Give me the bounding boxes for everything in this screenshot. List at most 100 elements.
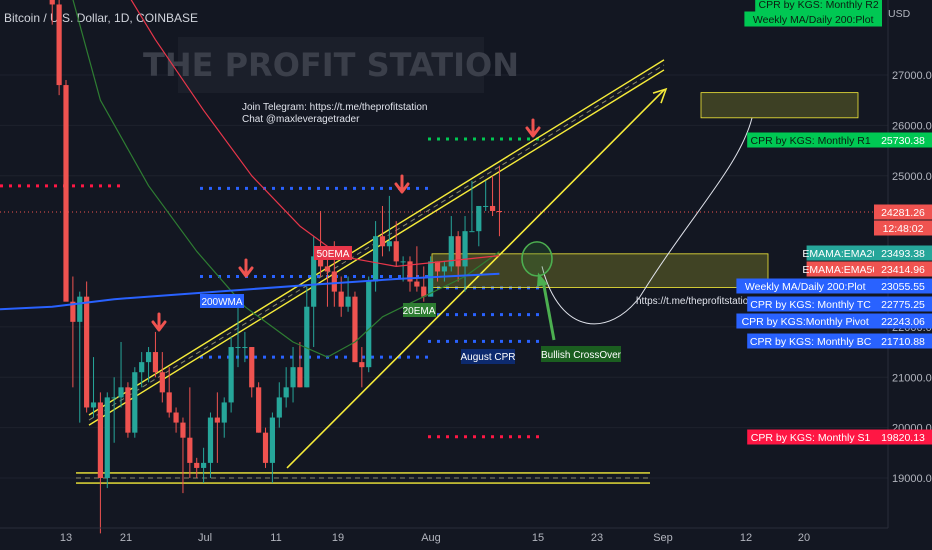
- candle-body: [111, 397, 117, 399]
- support-zone: [431, 253, 769, 288]
- candle-body: [180, 422, 186, 438]
- price-label-value: 22775.25: [881, 299, 925, 311]
- projection-path: [541, 117, 753, 325]
- price-label-value: 19820.13: [881, 432, 925, 444]
- candle-body: [297, 367, 303, 388]
- candles: [49, 0, 503, 534]
- candle-body: [221, 402, 227, 423]
- candle-body: [132, 372, 138, 433]
- price-label-name-bg: [806, 261, 874, 277]
- trend-arrow-head: [652, 87, 668, 104]
- candle-body: [145, 352, 152, 363]
- price-label-value: 21710.88: [881, 336, 925, 348]
- price-label-name-bg: [747, 296, 874, 312]
- candle-body: [118, 387, 124, 398]
- candle-body: [166, 392, 172, 413]
- candle-body: [187, 437, 193, 463]
- candle-body: [152, 352, 159, 373]
- time-tick: 19: [332, 532, 344, 544]
- down-arrow-icon: [238, 258, 254, 278]
- candle-body: [393, 241, 399, 262]
- time-tick: Jul: [198, 532, 212, 544]
- candle-body: [359, 362, 365, 368]
- candle-body: [483, 205, 489, 207]
- price-label-name: Weekly MA/Daily 200:Plot: [753, 14, 874, 26]
- candle-body: [242, 347, 248, 349]
- time-tick: Aug: [421, 532, 441, 544]
- candle-body: [317, 256, 324, 267]
- price-label-value-bg: [874, 132, 932, 148]
- candle-body: [476, 205, 482, 232]
- candle-body: [173, 412, 179, 423]
- price-label-value-bg: [874, 296, 932, 312]
- candle-body: [56, 4, 62, 86]
- telegram-line-1: Join Telegram: https://t.me/theprofitsta…: [242, 102, 427, 113]
- series-20ema: [72, 0, 500, 358]
- wma200-tag-label: 200WMA: [201, 297, 242, 308]
- series-50ema: [130, 0, 500, 267]
- time-tick: 23: [591, 532, 603, 544]
- candle-body: [304, 306, 310, 388]
- candle-body: [441, 266, 447, 272]
- candle-body: [63, 85, 69, 302]
- candle-body: [70, 301, 76, 322]
- candle-body: [469, 231, 475, 233]
- price-label-value: 25730.38: [881, 135, 925, 147]
- candle-body: [352, 296, 358, 363]
- candle-body: [125, 387, 131, 433]
- candle-body: [448, 236, 454, 267]
- telegram-line-2: Chat @maxleveragetrader: [242, 114, 360, 125]
- candle-body: [90, 402, 97, 408]
- series-200wma: [0, 272, 500, 311]
- time-axis[interactable]: 13 21 Jul 11 19 Aug 15 23 Sep 12 20: [60, 532, 810, 544]
- candle-body: [159, 372, 165, 393]
- price-label-value-bg: [874, 261, 932, 277]
- candle-body: [311, 256, 317, 307]
- price-tick: 19000.00: [892, 473, 932, 485]
- price-label-name: CPR by KGS: Monthly R2: [758, 0, 878, 11]
- price-label-value-bg: [874, 278, 932, 294]
- price-label-value-bg: [874, 245, 932, 261]
- price-label-name-bg: [747, 333, 874, 349]
- price-label-name: Weekly MA/Daily 200:Plot: [745, 281, 866, 293]
- candle-body: [455, 236, 461, 267]
- candle-body: [256, 387, 262, 433]
- price-label-name-bg: [755, 0, 882, 12]
- down-arrow-icon: [394, 174, 410, 194]
- candle-body: [366, 281, 372, 368]
- watermark: THE PROFIT STATION: [143, 46, 519, 84]
- candle-body: [269, 417, 275, 463]
- crossover-arrow-head: [537, 272, 548, 287]
- ma-lines: [0, 0, 500, 358]
- ema20-tag: 20EMA: [403, 303, 436, 317]
- candle-body: [228, 347, 234, 403]
- candle-body: [276, 397, 282, 418]
- price-label-value-bg: [874, 220, 932, 236]
- candle-body: [338, 291, 344, 307]
- down-arrow-icon: [525, 118, 541, 138]
- price-label-value: 23414.96: [881, 264, 925, 276]
- time-tick: 20: [798, 532, 810, 544]
- price-label-value-bg: [874, 313, 932, 329]
- price-tick: 21000.00: [892, 372, 932, 384]
- crossover-circle: [521, 241, 553, 277]
- candle-body: [214, 417, 220, 423]
- candle-body: [345, 296, 351, 307]
- price-label-value-bg: [874, 204, 932, 220]
- price-label-name: CPR by KGS: Monthly BC: [750, 336, 872, 348]
- candle-body: [139, 362, 145, 373]
- candle-body: [386, 241, 392, 247]
- candle-body: [235, 347, 241, 349]
- price-label-name: EMAMA:EMA50: [802, 264, 878, 276]
- candle-body: [331, 271, 337, 292]
- price-label-value: 24281.26: [881, 207, 925, 219]
- symbol-title: Bitcoin / U.S. Dollar, 1D, COINBASE: [4, 11, 198, 25]
- price-label-name-bg: [747, 132, 874, 148]
- crossover-arrow: [541, 280, 556, 341]
- price-label-name-bg: [736, 278, 874, 294]
- price-label-name: EMAMA:EMA20: [802, 248, 878, 260]
- price-label-value-bg: [874, 333, 932, 349]
- candle-body: [194, 462, 200, 468]
- bullish-crossover-label: Bullish CrossOver: [541, 350, 622, 361]
